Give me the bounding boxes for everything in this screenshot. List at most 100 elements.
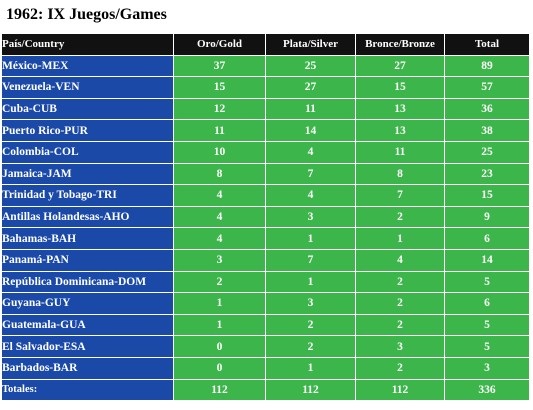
gold-cell: 15 — [173, 76, 266, 99]
bronze-cell: 2 — [355, 313, 445, 337]
country-cell: Barbados-BAR — [1, 356, 174, 380]
totals-total: 336 — [444, 378, 530, 402]
silver-cell: 3 — [265, 292, 356, 315]
country-cell: Colombia-COL — [1, 140, 174, 164]
country-cell: México-MEX — [1, 54, 174, 78]
gold-cell: 0 — [173, 335, 266, 358]
totals-silver: 112 — [265, 378, 356, 402]
country-cell: Bahamas-BAH — [1, 227, 174, 250]
totals-gold: 112 — [173, 378, 266, 402]
silver-cell: 4 — [265, 184, 356, 207]
gold-cell: 1 — [173, 292, 266, 315]
silver-cell: 1 — [265, 227, 356, 250]
gold-cell: 0 — [173, 356, 266, 380]
total-cell: 9 — [444, 205, 530, 229]
medal-table: País/Country Oro/Gold Plata/Silver Bronc… — [1, 33, 530, 402]
total-cell: 5 — [444, 335, 530, 358]
gold-cell: 11 — [173, 119, 266, 142]
gold-cell: 12 — [173, 97, 266, 121]
table-row: República Dominicana-DOM 2 1 2 5 — [1, 270, 530, 294]
bronze-cell: 15 — [355, 76, 445, 99]
silver-cell: 25 — [265, 54, 356, 78]
total-cell: 5 — [444, 313, 530, 337]
gold-cell: 1 — [173, 313, 266, 337]
totals-label: Totales: — [1, 378, 174, 402]
table-row: Trinidad y Tobago-TRI 4 4 7 15 — [1, 184, 530, 207]
table-body: México-MEX 37 25 27 89 Venezuela-VEN 15 27 15 57 C… — [1, 54, 530, 380]
gold-cell: 2 — [173, 270, 266, 294]
table-row: Colombia-COL 10 4 11 25 — [1, 140, 530, 164]
silver-cell: 11 — [265, 97, 356, 121]
country-cell: Venezuela-VEN — [1, 76, 174, 99]
bronze-cell: 1 — [355, 227, 445, 250]
country-cell: Puerto Rico-PUR — [1, 119, 174, 142]
totals-bronze: 112 — [355, 378, 445, 402]
header-bronze: Bronce/Bronze — [355, 33, 445, 56]
bronze-cell: 2 — [355, 270, 445, 294]
gold-cell: 10 — [173, 140, 266, 164]
total-cell: 15 — [444, 184, 530, 207]
silver-cell: 1 — [265, 270, 356, 294]
bronze-cell: 2 — [355, 292, 445, 315]
bronze-cell: 27 — [355, 54, 445, 78]
table-row: Barbados-BAR 0 1 2 3 — [1, 356, 530, 380]
silver-cell: 27 — [265, 76, 356, 99]
country-cell: Trinidad y Tobago-TRI — [1, 184, 174, 207]
total-cell: 25 — [444, 140, 530, 164]
total-cell: 36 — [444, 97, 530, 121]
country-cell: Cuba-CUB — [1, 97, 174, 121]
table-row: Venezuela-VEN 15 27 15 57 — [1, 76, 530, 99]
silver-cell: 7 — [265, 162, 356, 186]
country-cell: Guyana-GUY — [1, 292, 174, 315]
country-cell: Jamaica-JAM — [1, 162, 174, 186]
header-total: Total — [444, 33, 530, 56]
table-row: Jamaica-JAM 8 7 8 23 — [1, 162, 530, 186]
bronze-cell: 2 — [355, 205, 445, 229]
gold-cell: 4 — [173, 227, 266, 250]
bronze-cell: 7 — [355, 184, 445, 207]
silver-cell: 2 — [265, 335, 356, 358]
total-cell: 3 — [444, 356, 530, 380]
table-row: Panamá-PAN 3 7 4 14 — [1, 248, 530, 272]
bronze-cell: 13 — [355, 97, 445, 121]
country-cell: El Salvador-ESA — [1, 335, 174, 358]
gold-cell: 37 — [173, 54, 266, 78]
silver-cell: 4 — [265, 140, 356, 164]
table-row: Cuba-CUB 12 11 13 36 — [1, 97, 530, 121]
total-cell: 5 — [444, 270, 530, 294]
header-row: País/Country Oro/Gold Plata/Silver Bronc… — [1, 33, 530, 56]
silver-cell: 2 — [265, 313, 356, 337]
silver-cell: 7 — [265, 248, 356, 272]
total-cell: 6 — [444, 227, 530, 250]
total-cell: 38 — [444, 119, 530, 142]
table-row: Antillas Holandesas-AHO 4 3 2 9 — [1, 205, 530, 229]
country-cell: Panamá-PAN — [1, 248, 174, 272]
bronze-cell: 4 — [355, 248, 445, 272]
total-cell: 14 — [444, 248, 530, 272]
bronze-cell: 8 — [355, 162, 445, 186]
country-cell: Guatemala-GUA — [1, 313, 174, 337]
table-row: Guatemala-GUA 1 2 2 5 — [1, 313, 530, 337]
table-row: Puerto Rico-PUR 11 14 13 38 — [1, 119, 530, 142]
header-country: País/Country — [1, 33, 174, 56]
silver-cell: 14 — [265, 119, 356, 142]
page-title: 1962: IX Juegos/Games — [6, 6, 167, 23]
gold-cell: 8 — [173, 162, 266, 186]
totals-row: Totales: 112 112 112 336 — [1, 378, 530, 402]
total-cell: 6 — [444, 292, 530, 315]
bronze-cell: 2 — [355, 356, 445, 380]
total-cell: 57 — [444, 76, 530, 99]
bronze-cell: 3 — [355, 335, 445, 358]
total-cell: 89 — [444, 54, 530, 78]
total-cell: 23 — [444, 162, 530, 186]
bronze-cell: 13 — [355, 119, 445, 142]
table-row: México-MEX 37 25 27 89 — [1, 54, 530, 78]
gold-cell: 4 — [173, 205, 266, 229]
header-gold: Oro/Gold — [173, 33, 266, 56]
country-cell: República Dominicana-DOM — [1, 270, 174, 294]
table-row: El Salvador-ESA 0 2 3 5 — [1, 335, 530, 358]
silver-cell: 3 — [265, 205, 356, 229]
bronze-cell: 11 — [355, 140, 445, 164]
silver-cell: 1 — [265, 356, 356, 380]
country-cell: Antillas Holandesas-AHO — [1, 205, 174, 229]
